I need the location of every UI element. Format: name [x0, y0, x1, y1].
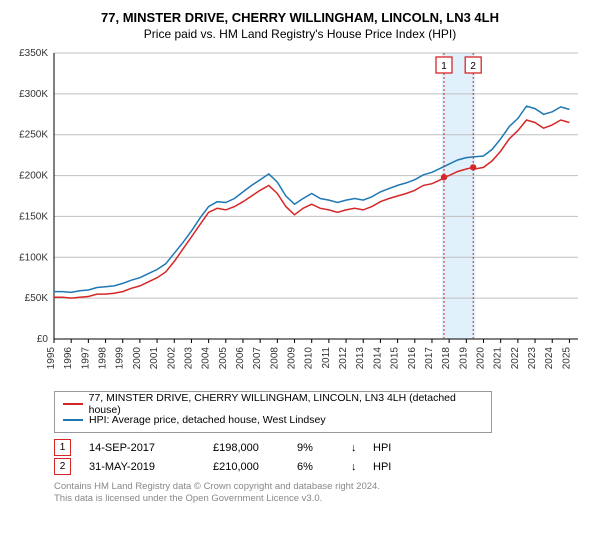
- svg-text:2013: 2013: [355, 347, 366, 370]
- svg-text:2011: 2011: [321, 347, 332, 369]
- svg-text:2003: 2003: [183, 347, 194, 370]
- sale-vs: HPI: [373, 461, 413, 473]
- svg-text:£100K: £100K: [19, 252, 48, 263]
- svg-text:2002: 2002: [166, 347, 177, 370]
- svg-text:1998: 1998: [98, 347, 109, 370]
- svg-text:2: 2: [470, 61, 476, 72]
- legend-row-property: 77, MINSTER DRIVE, CHERRY WILLINGHAM, LI…: [63, 396, 483, 412]
- svg-text:2017: 2017: [424, 347, 435, 370]
- svg-text:£350K: £350K: [19, 48, 48, 59]
- svg-text:2006: 2006: [235, 347, 246, 370]
- sale-pct: 9%: [297, 442, 347, 454]
- svg-text:2010: 2010: [304, 347, 315, 370]
- svg-text:2024: 2024: [544, 347, 555, 370]
- svg-text:2000: 2000: [132, 347, 143, 370]
- page-subtitle: Price paid vs. HM Land Registry's House …: [10, 27, 590, 41]
- sales-table: 1 14-SEP-2017 £198,000 9% ↓ HPI 2 31-MAY-2019 £2…: [54, 439, 590, 475]
- svg-text:£300K: £300K: [19, 89, 48, 100]
- svg-text:2015: 2015: [390, 347, 401, 370]
- sale-date: 14-SEP-2017: [89, 442, 209, 454]
- sale-price: £198,000: [213, 442, 293, 454]
- svg-text:2008: 2008: [269, 347, 280, 370]
- svg-text:1995: 1995: [46, 347, 57, 370]
- svg-text:1996: 1996: [63, 347, 74, 370]
- svg-text:2020: 2020: [476, 347, 487, 370]
- sale-badge: 1: [54, 439, 71, 456]
- sale-date: 31-MAY-2019: [89, 461, 209, 473]
- sale-vs: HPI: [373, 442, 413, 454]
- footer-line: Contains HM Land Registry data © Crown c…: [54, 481, 590, 493]
- footer-line: This data is licensed under the Open Gov…: [54, 493, 590, 505]
- svg-text:1999: 1999: [115, 347, 126, 370]
- svg-text:2012: 2012: [338, 347, 349, 370]
- svg-text:£150K: £150K: [19, 211, 48, 222]
- svg-text:2025: 2025: [561, 347, 572, 370]
- svg-text:2009: 2009: [287, 347, 298, 370]
- svg-text:2016: 2016: [407, 347, 418, 370]
- sale-pct: 6%: [297, 461, 347, 473]
- svg-text:2007: 2007: [252, 347, 263, 370]
- svg-text:£50K: £50K: [25, 293, 49, 304]
- sale-price: £210,000: [213, 461, 293, 473]
- svg-text:2023: 2023: [527, 347, 538, 370]
- legend-label: 77, MINSTER DRIVE, CHERRY WILLINGHAM, LI…: [89, 392, 483, 416]
- legend-label: HPI: Average price, detached house, West…: [89, 414, 326, 426]
- footer-attribution: Contains HM Land Registry data © Crown c…: [54, 481, 590, 506]
- legend-swatch: [63, 403, 83, 405]
- svg-text:£250K: £250K: [19, 130, 48, 141]
- down-arrow-icon: ↓: [351, 442, 369, 454]
- svg-text:2021: 2021: [493, 347, 504, 370]
- svg-text:2001: 2001: [149, 347, 160, 370]
- svg-text:2018: 2018: [441, 347, 452, 370]
- svg-text:£0: £0: [37, 334, 49, 345]
- sale-row: 1 14-SEP-2017 £198,000 9% ↓ HPI: [54, 439, 590, 456]
- svg-text:2004: 2004: [201, 347, 212, 370]
- svg-text:1: 1: [441, 61, 447, 72]
- sale-badge: 2: [54, 458, 71, 475]
- price-chart: £0 £50K £100K £150K £200K £250K £300K £350K 1995…: [10, 45, 590, 385]
- sale-row: 2 31-MAY-2019 £210,000 6% ↓ HPI: [54, 458, 590, 475]
- legend-swatch: [63, 419, 83, 421]
- svg-text:£200K: £200K: [19, 171, 48, 182]
- svg-text:2005: 2005: [218, 347, 229, 370]
- page-title: 77, MINSTER DRIVE, CHERRY WILLINGHAM, LI…: [10, 10, 590, 25]
- svg-text:2022: 2022: [510, 347, 521, 370]
- svg-text:2019: 2019: [458, 347, 469, 370]
- down-arrow-icon: ↓: [351, 461, 369, 473]
- svg-text:1997: 1997: [80, 347, 91, 370]
- svg-text:2014: 2014: [372, 347, 383, 370]
- legend: 77, MINSTER DRIVE, CHERRY WILLINGHAM, LI…: [54, 391, 492, 433]
